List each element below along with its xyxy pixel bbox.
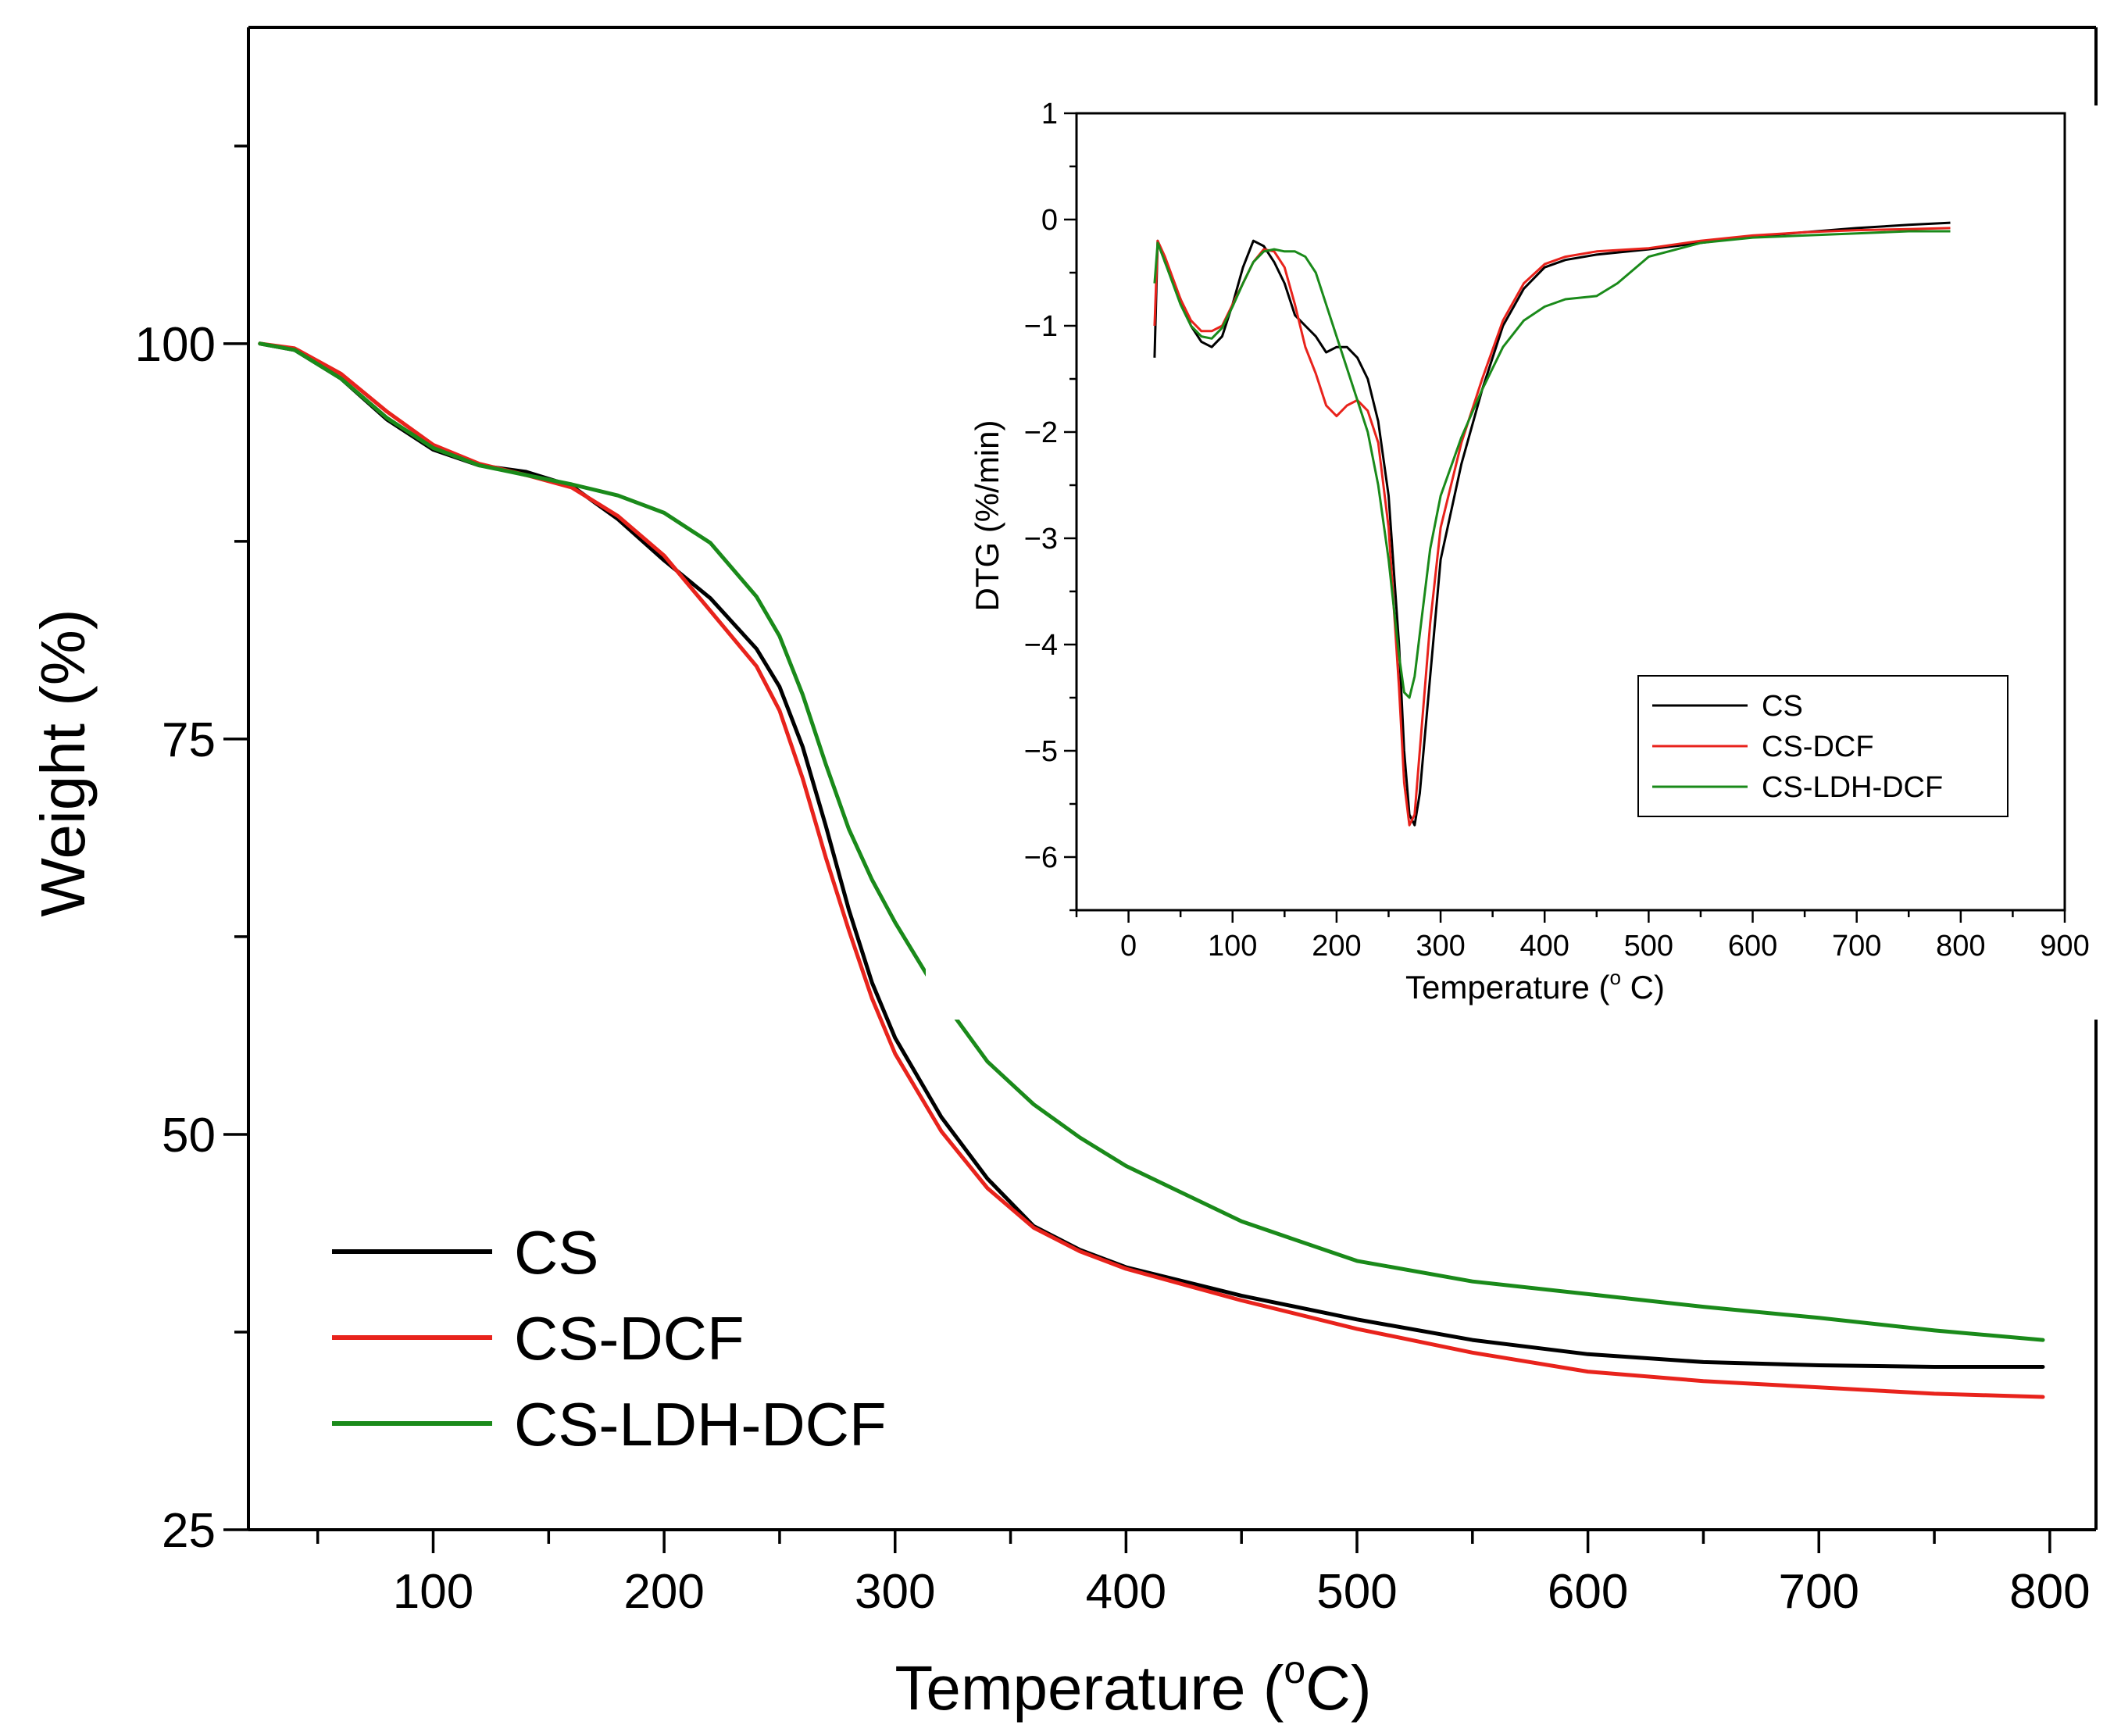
inset-y-tick-label: −1 [1024,310,1058,343]
dtg-inset-chart: 0 100 200 300 400 500 600 700 800 900 1 0 −1 −2 −3 −4 −5… [926,74,2090,1020]
inset-x-tick-label: 100 [1208,930,1257,963]
x-tick-label: 400 [1086,1565,1166,1619]
x-tick-label: 300 [855,1565,935,1619]
inset-series-line-cs [1153,221,1951,827]
legend-label: CS-LDH-DCF [514,1390,887,1459]
inset-frame [1075,112,2066,912]
x-axis-label-unit: C) [1305,1653,1371,1723]
inset-x-tick-label: 800 [1936,930,1985,963]
inset-y-tick-label: −6 [1024,841,1058,874]
inset-x-axis-label-text: Temperature ( [1405,969,1609,1006]
legend-label: CS [514,1218,598,1287]
inset-x-tick-label: 600 [1728,930,1777,963]
series-line-cs-ldh-dcf [258,341,2045,1342]
inset-y-tick-label: −5 [1024,735,1058,768]
inset-y-tick-label: −3 [1024,523,1058,555]
inset-series-line-cs-ldh-dcf [1153,230,1951,699]
y-tick-label: 50 [162,1109,216,1163]
inset-x-axis-label-degree: o [1609,966,1620,989]
inset-legend: CS CS-DCF CS-LDH-DCF [1637,675,2009,817]
inset-x-tick-label: 300 [1416,930,1465,963]
y-tick-label: 25 [162,1504,216,1558]
inset-x-tick-label: 900 [2040,930,2089,963]
inset-x-tick-label: 200 [1312,930,1361,963]
y-tick-label: 75 [162,713,216,767]
inset-x-tick-label: 400 [1520,930,1569,963]
x-tick-label: 600 [1548,1565,1628,1619]
legend-label: CS-DCF [514,1304,744,1373]
tga-main-chart: 100 200 300 400 500 600 700 800255075100Tempera… [28,26,2098,1723]
inset-background [926,74,2090,1020]
inset-y-axis-label: DTG (%/min) [969,420,1005,612]
x-tick-label: 100 [393,1565,473,1619]
x-axis-label: Temperature (oC) [894,1648,1371,1723]
inset-y-tick-label: 1 [1041,98,1058,130]
x-axis-label-text: Temperature ( [894,1653,1284,1723]
inset-x-axis-label-unit: C) [1621,969,1665,1006]
inset-y-tick-label: −2 [1024,416,1058,449]
y-axis-label: Weight (%) [28,609,98,916]
inset-legend-label: CS-LDH-DCF [1762,771,1943,804]
x-tick-label: 500 [1316,1565,1397,1619]
inset-x-tick-label: 700 [1832,930,1881,963]
inset-x-tick-label: 500 [1624,930,1673,963]
y-tick-label: 100 [135,318,216,372]
x-axis-label-degree: o [1284,1648,1305,1691]
inset-legend-label: CS [1762,690,1803,723]
inset-x-tick-label: 0 [1120,930,1137,963]
inset-y-tick-label: −4 [1024,629,1058,662]
inset-y-tick-label: 0 [1041,204,1058,237]
x-tick-label: 700 [1779,1565,1859,1619]
inset-legend-label: CS-DCF [1762,730,1874,763]
x-tick-label: 200 [623,1565,704,1619]
legend: CS CS-DCF CS-LDH-DCF [332,1218,887,1459]
inset-x-axis-label: Temperature (o C) [1405,966,1665,1006]
x-tick-label: 800 [2009,1565,2090,1619]
